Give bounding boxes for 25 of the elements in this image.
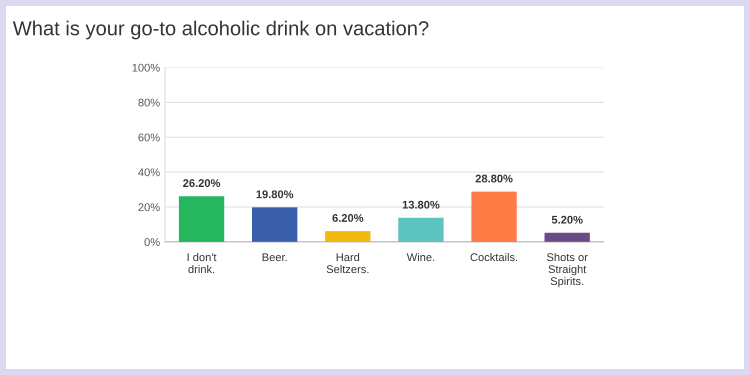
x-tick-label: Wine.: [406, 252, 434, 262]
y-tick-label: 20%: [138, 203, 160, 212]
data-label: 28.80%: [476, 174, 513, 183]
data-label: 13.80%: [402, 200, 440, 209]
x-tick-label: Beer.: [262, 253, 287, 262]
y-tick-label: 0%: [144, 238, 160, 246]
data-label: 26.20%: [183, 179, 220, 188]
bar: [398, 218, 444, 242]
x-tick-label: Hard Seltzers.: [326, 252, 368, 274]
x-tick-label: Shots or Straight Spirits.: [547, 252, 588, 288]
bar: [544, 232, 590, 242]
data-label: 6.20%: [332, 214, 364, 222]
bar: [178, 196, 224, 242]
bar: [252, 207, 298, 242]
y-tick-label: 80%: [138, 98, 160, 107]
y-tick-label: 40%: [138, 168, 160, 176]
bar: [325, 231, 370, 242]
x-tick-label: I don't drink.: [188, 252, 216, 274]
data-label: 5.20%: [552, 216, 583, 224]
y-tick-label: 60%: [138, 134, 160, 142]
chart-title: What is your go-to alcoholic drink on vacation?: [12, 20, 428, 40]
bar: [471, 192, 517, 242]
data-label: 19.80%: [256, 190, 294, 198]
y-tick-label: 100%: [132, 64, 160, 72]
x-tick-label: Cocktails.: [470, 252, 518, 262]
